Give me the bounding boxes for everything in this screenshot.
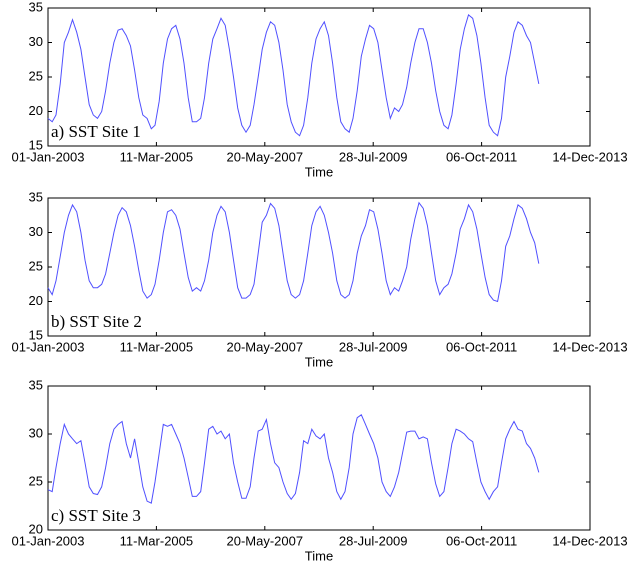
x-tick-label: 28-Jul-2009 — [339, 533, 408, 548]
y-tick-label: 30 — [29, 224, 43, 239]
y-tick-label: 35 — [29, 189, 43, 204]
plot-frame — [47, 385, 591, 531]
x-tick-label: 01-Jan-2003 — [12, 339, 85, 354]
y-tick-label: 30 — [29, 34, 43, 49]
x-tick-label: 11-Mar-2005 — [120, 533, 193, 548]
data-line — [47, 14, 540, 137]
data-line — [47, 414, 540, 504]
x-tick-label: 14-Dec-2013 — [552, 339, 627, 354]
panel-label: b) SST Site 2 — [51, 312, 142, 331]
x-tick-label: 20-May-2007 — [226, 149, 303, 164]
y-tick-label: 25 — [29, 258, 43, 273]
data-line — [47, 201, 540, 303]
x-tick-label: 28-Jul-2009 — [339, 149, 408, 164]
x-tick-label: 11-Mar-2005 — [120, 339, 193, 354]
y-tick-label: 35 — [29, 0, 43, 14]
y-tick-label: 25 — [29, 473, 43, 488]
y-tick-label: 30 — [29, 425, 43, 440]
x-tick-label: 11-Mar-2005 — [120, 149, 193, 164]
y-tick-label: 15 — [29, 137, 43, 152]
x-tick-label: 28-Jul-2009 — [339, 339, 408, 354]
x-tick-label: 14-Dec-2013 — [552, 149, 627, 164]
y-tick-label: 20 — [29, 103, 43, 118]
x-tick-label: 01-Jan-2003 — [12, 533, 85, 548]
x-axis-label: Time — [305, 354, 333, 369]
y-tick-label: 20 — [29, 521, 43, 536]
x-tick-label: 01-Jan-2003 — [12, 149, 85, 164]
x-tick-label: 06-Oct-2011 — [446, 339, 517, 354]
panel-label: c) SST Site 3 — [51, 506, 141, 525]
panel-label: a) SST Site 1 — [51, 122, 141, 141]
x-tick-label: 06-Oct-2011 — [446, 149, 517, 164]
x-tick-label: 14-Dec-2013 — [552, 533, 627, 548]
x-axis-label: Time — [305, 548, 333, 563]
y-tick-label: 35 — [29, 377, 43, 392]
y-tick-label: 25 — [29, 68, 43, 83]
x-tick-label: 20-May-2007 — [226, 339, 303, 354]
x-tick-label: 06-Oct-2011 — [446, 533, 517, 548]
y-tick-label: 20 — [29, 293, 43, 308]
x-tick-label: 20-May-2007 — [226, 533, 303, 548]
x-axis-label: Time — [305, 164, 333, 179]
y-tick-label: 15 — [29, 327, 43, 342]
